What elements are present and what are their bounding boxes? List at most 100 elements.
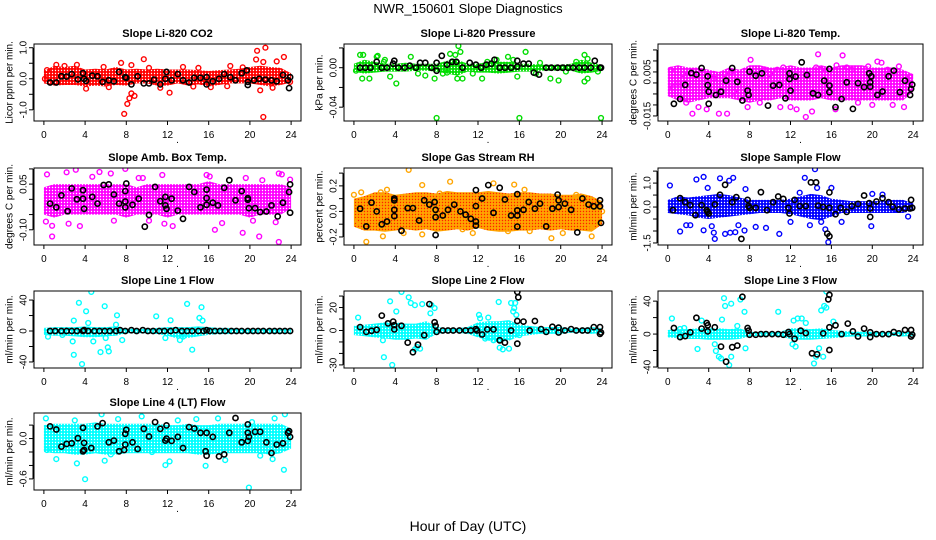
plot-area	[667, 291, 916, 368]
x-tick-label: 20	[555, 130, 567, 141]
mean-point	[245, 433, 253, 441]
mean-point	[472, 186, 480, 194]
mean-point	[907, 196, 915, 204]
data-point	[262, 44, 269, 51]
mean-point	[814, 91, 822, 99]
mean-point	[542, 328, 550, 336]
plot-box	[343, 43, 613, 122]
mean-point	[238, 69, 246, 77]
y-axis-label: percent per min.	[315, 170, 326, 242]
data-point	[798, 315, 805, 322]
x-tick-label: 0	[41, 254, 47, 265]
data-point	[741, 308, 748, 315]
mean-point	[531, 317, 539, 325]
mean-point	[245, 204, 253, 212]
mean-point	[286, 180, 294, 188]
mean-point	[787, 87, 794, 94]
data-point	[459, 75, 466, 82]
data-point	[536, 59, 544, 66]
data-point	[43, 66, 51, 74]
data-point	[794, 315, 801, 322]
mean-point	[704, 72, 712, 80]
mean-point	[197, 429, 204, 437]
mean-point	[134, 445, 141, 453]
data-point	[105, 84, 112, 91]
panel-slope-li-820-temp: 0 4 8 12 16 20 24 -0.015 0.005 Slope Li-820 Temp.…	[629, 28, 924, 146]
x-tick-label: 0	[41, 130, 47, 141]
mean-point	[232, 76, 239, 84]
data-point	[379, 337, 387, 344]
mean-point	[826, 82, 833, 89]
x-tick-label: 24	[286, 499, 298, 510]
mean-point	[873, 330, 880, 338]
mean-point	[561, 327, 569, 334]
data-point	[443, 69, 451, 76]
mean-point	[798, 58, 806, 66]
panel-title: Slope Sample Flow	[740, 152, 841, 164]
mean-point	[251, 204, 259, 212]
x-tick-label: 4	[706, 377, 712, 388]
data-point	[380, 354, 388, 361]
mean-point	[79, 186, 87, 194]
mean-point	[145, 80, 153, 87]
x-tick-label: 16	[826, 377, 838, 388]
mean-point	[854, 333, 862, 340]
data-point	[522, 48, 529, 56]
x-tick-label: 16	[514, 130, 526, 141]
mean-point	[106, 327, 114, 335]
mean-point	[209, 77, 217, 85]
mean-point	[826, 188, 833, 196]
mean-point	[513, 223, 521, 230]
mean-point	[779, 195, 787, 203]
mean-point	[768, 330, 776, 338]
data-point	[48, 233, 56, 240]
x-tick-label: 24	[286, 130, 298, 141]
data-point	[43, 446, 51, 454]
panel-slope-amb-box-temp: 0 4 8 12 16 20 24 -0.10 0.05 Slope Amb. Box Temp.…	[5, 152, 302, 270]
mean-point	[472, 222, 480, 229]
y-tick-label: 0.0	[329, 204, 340, 218]
plot-area	[352, 44, 605, 121]
plot-area	[41, 44, 294, 121]
x-tick-label: 8	[124, 377, 130, 388]
data-point	[668, 315, 676, 322]
mean-point	[122, 74, 130, 82]
data-point	[414, 70, 422, 77]
y-axis-label: ml/min per min.	[629, 295, 640, 363]
mean-point	[203, 186, 210, 193]
mean-point	[84, 327, 92, 335]
data-point	[259, 177, 266, 184]
mean-point	[832, 103, 839, 111]
mean-point	[145, 211, 153, 219]
mean-point	[513, 63, 521, 71]
mean-point	[285, 188, 293, 196]
x-tick-label: 0	[665, 130, 671, 141]
x-tick-label: 8	[434, 377, 440, 388]
mean-point	[373, 326, 381, 334]
data-point	[808, 108, 816, 115]
data-point	[72, 168, 79, 173]
mean-point	[802, 329, 810, 337]
dense-point-cloud	[667, 65, 914, 103]
mean-point	[746, 331, 753, 339]
mean-point	[383, 218, 391, 225]
mean-point	[238, 187, 246, 195]
x-tick-label: 20	[867, 254, 879, 265]
x-tick-label: 0	[351, 254, 357, 265]
mean-point	[431, 198, 438, 206]
mean-point	[531, 205, 539, 213]
mean-point	[232, 196, 239, 204]
data-point	[792, 343, 799, 350]
mean-point	[141, 223, 149, 231]
x-tick-label: 24	[908, 130, 920, 141]
data-point	[838, 218, 845, 226]
y-tick-label: -30	[329, 357, 340, 372]
data-point	[169, 223, 176, 230]
mean-point	[52, 79, 60, 86]
mean-point	[450, 201, 458, 208]
mean-point	[843, 78, 851, 86]
mean-point	[752, 72, 760, 80]
data-point	[350, 191, 358, 198]
mean-point	[669, 206, 677, 214]
data-point	[510, 308, 517, 315]
